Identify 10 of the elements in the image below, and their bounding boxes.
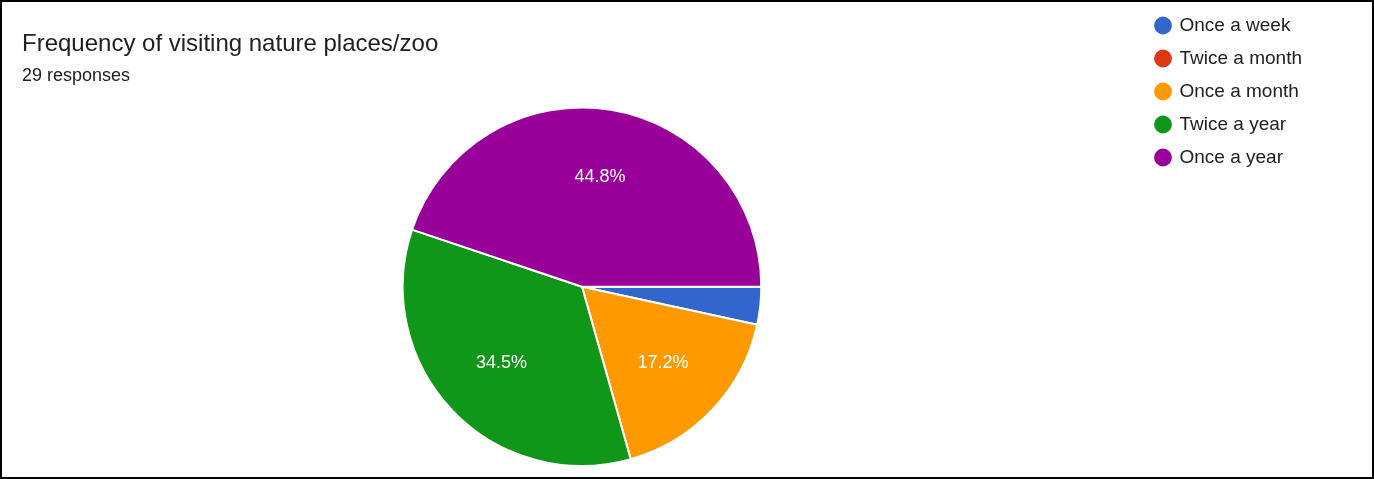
legend-label: Once a month <box>1179 79 1299 101</box>
data-label: 17.2% <box>637 351 689 372</box>
legend-label: Twice a year <box>1179 112 1287 134</box>
text: 29 responses <box>22 64 131 85</box>
text: Frequency of visiting nature places/zoo <box>22 29 439 57</box>
legend-label: Twice a month <box>1179 46 1302 68</box>
legend-label: Once a week <box>1179 13 1291 35</box>
data-label: 34.5% <box>475 352 528 373</box>
legend-label: Once a year <box>1179 145 1284 167</box>
data-label: 44.8% <box>574 165 626 186</box>
